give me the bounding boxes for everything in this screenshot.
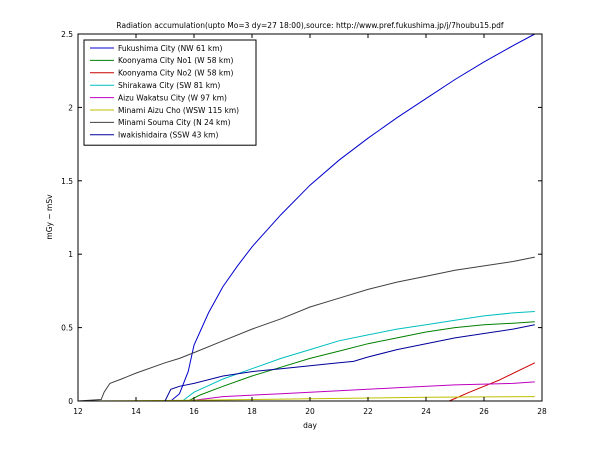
legend-box bbox=[83, 39, 257, 146]
legend-label-5: Aizu Wakatsu City (W 97 km) bbox=[118, 93, 227, 102]
y-tick-label: 2.5 bbox=[61, 30, 73, 39]
legend-label-1: Fukushima City (NW 61 km) bbox=[118, 44, 223, 53]
x-tick-label: 22 bbox=[363, 407, 373, 416]
y-tick-label: 0 bbox=[68, 397, 73, 406]
x-tick-label: 24 bbox=[421, 407, 431, 416]
y-tick-label: 0.5 bbox=[61, 324, 73, 333]
x-tick-label: 18 bbox=[247, 407, 257, 416]
x-tick-label: 12 bbox=[73, 407, 83, 416]
axes-layer: 12 14 16 18 20 22 24 26 28 0 0.5 1 1.5 2 2.5 bbox=[61, 30, 547, 416]
x-tick-label: 28 bbox=[537, 407, 547, 416]
series-line-7 bbox=[77, 256, 535, 402]
y-tick-label: 1.5 bbox=[61, 177, 73, 186]
y-tick-label: 2 bbox=[68, 103, 73, 112]
series-line-1 bbox=[170, 33, 536, 402]
x-tick-label: 16 bbox=[189, 407, 199, 416]
y-axis-label: mGy ~ mSv bbox=[45, 194, 54, 240]
series-line-5 bbox=[188, 381, 535, 402]
x-tick-label: 14 bbox=[131, 407, 141, 416]
y-tick-label: 1 bbox=[68, 250, 73, 259]
legend-label-6: Minami Aizu Cho (WSW 115 km) bbox=[118, 106, 239, 115]
series-line-4 bbox=[182, 311, 535, 402]
x-tick-label: 20 bbox=[305, 407, 315, 416]
x-tick-label: 26 bbox=[479, 407, 489, 416]
x-axis-label: day bbox=[303, 421, 317, 430]
legend-label-3: Koonyama City No2 (W 58 km) bbox=[118, 69, 234, 78]
series-line-2 bbox=[187, 321, 535, 402]
chart-title: Radiation accumulation(upto Mo=3 dy=27 1… bbox=[116, 21, 503, 30]
legend-label-7: Minami Souma City (N 24 km) bbox=[118, 118, 231, 127]
legend-label-8: Iwakishidaira (SSW 43 km) bbox=[118, 131, 218, 140]
series-line-8 bbox=[78, 324, 535, 402]
legend: Fukushima City (NW 61 km) Koonyama City N… bbox=[83, 39, 257, 146]
legend-label-4: Shirakawa City (SW 81 km) bbox=[118, 81, 220, 90]
legend-label-2: Koonyama City No1 (W 58 km) bbox=[118, 56, 234, 65]
